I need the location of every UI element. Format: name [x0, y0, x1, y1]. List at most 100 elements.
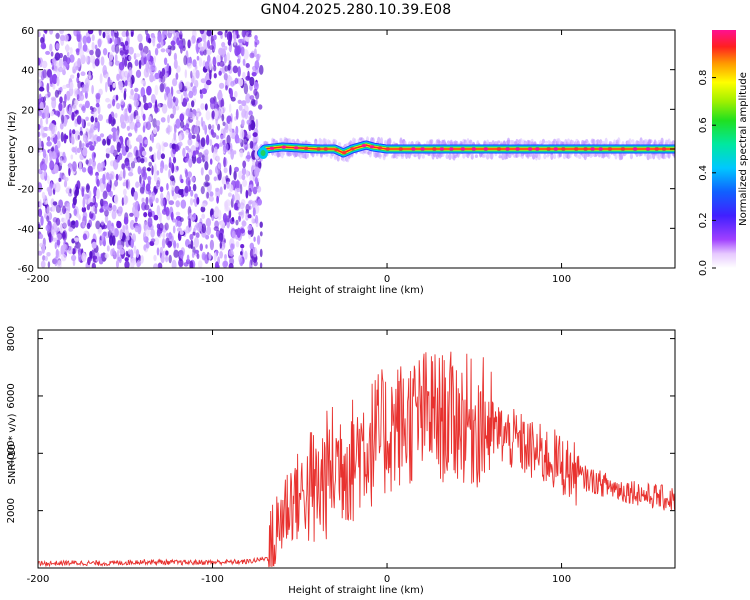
- noise-blob: [203, 181, 209, 188]
- noise-blob: [51, 151, 57, 160]
- noise-blob: [237, 58, 241, 64]
- signal-bead: [527, 147, 533, 151]
- noise-blob: [127, 166, 131, 171]
- noise-blob: [77, 57, 81, 68]
- noise-blob: [200, 103, 205, 110]
- noise-blob: [164, 72, 168, 79]
- noise-blob: [204, 155, 208, 161]
- noise-blob: [82, 147, 88, 157]
- signal-bead: [334, 148, 339, 152]
- noise-blob: [72, 69, 76, 74]
- signal-halo: [614, 151, 618, 160]
- noise-blob: [150, 33, 155, 38]
- noise-blob: [249, 52, 255, 59]
- noise-blob: [175, 105, 180, 111]
- noise-blob: [45, 50, 51, 55]
- noise-blob: [204, 174, 210, 182]
- noise-blob: [44, 30, 48, 35]
- noise-blob: [126, 235, 130, 241]
- noise-blob: [256, 53, 260, 62]
- noise-blob: [53, 164, 59, 174]
- signal-halo: [516, 153, 520, 158]
- noise-blob: [220, 47, 225, 55]
- noise-blob: [42, 133, 48, 138]
- noise-blob: [109, 79, 113, 86]
- noise-blob: [227, 192, 232, 197]
- signal-halo: [566, 138, 571, 145]
- noise-blob: [60, 253, 67, 262]
- noise-blob: [218, 232, 224, 243]
- noise-blob: [252, 207, 256, 217]
- noise-blob: [179, 217, 184, 222]
- noise-blob: [115, 173, 119, 181]
- noise-blob: [241, 119, 245, 127]
- noise-blob: [134, 87, 139, 93]
- noise-blob: [200, 93, 204, 99]
- noise-blob: [119, 114, 125, 125]
- noise-blob: [167, 45, 172, 50]
- noise-blob: [97, 114, 103, 122]
- noise-blob: [191, 100, 195, 108]
- noise-blob: [81, 167, 87, 173]
- noise-blob: [60, 131, 64, 143]
- noise-blob: [81, 187, 85, 197]
- noise-blob: [94, 251, 100, 263]
- noise-blob: [238, 78, 244, 87]
- noise-blob: [215, 135, 220, 140]
- noise-blob: [213, 65, 217, 72]
- noise-blob: [201, 88, 207, 95]
- noise-blob: [101, 233, 104, 242]
- noise-blob: [219, 251, 224, 259]
- noise-blob: [112, 118, 116, 125]
- noise-blob: [235, 108, 239, 120]
- signal-halo: [505, 152, 509, 160]
- noise-blob: [47, 175, 50, 184]
- noise-blob: [58, 102, 63, 112]
- noise-blob: [223, 183, 227, 190]
- signal-halo: [474, 154, 478, 159]
- noise-blob: [62, 84, 67, 90]
- snr-ytick-label: 4000: [6, 441, 17, 466]
- noise-blob: [76, 30, 81, 35]
- signal-bead: [515, 147, 520, 151]
- noise-blob: [88, 141, 93, 146]
- noise-blob: [206, 30, 212, 37]
- noise-blob: [108, 203, 113, 208]
- noise-blob: [59, 30, 65, 35]
- noise-blob: [156, 223, 160, 229]
- signal-bead: [304, 146, 309, 150]
- noise-blob: [39, 101, 44, 112]
- signal-halo: [571, 140, 575, 144]
- noise-blob: [190, 70, 193, 79]
- noise-blob: [195, 120, 201, 127]
- noise-blob: [204, 161, 209, 171]
- noise-blob: [218, 82, 225, 89]
- noise-blob: [56, 76, 60, 87]
- noise-blob: [188, 90, 194, 99]
- noise-blob: [129, 95, 134, 100]
- noise-blob: [142, 125, 146, 133]
- signal-halo: [561, 141, 565, 146]
- noise-blob: [91, 159, 96, 170]
- noise-blob: [168, 232, 173, 240]
- noise-blob: [226, 206, 231, 212]
- noise-blob: [112, 159, 119, 170]
- signal-bead: [377, 146, 383, 150]
- signal-halo: [592, 138, 596, 145]
- noise-blob: [59, 96, 63, 104]
- noise-blob: [90, 204, 94, 214]
- noise-blob: [123, 188, 127, 196]
- noise-blob: [153, 152, 157, 162]
- noise-blob: [248, 199, 254, 204]
- noise-blob: [91, 262, 96, 268]
- noise-blob: [86, 204, 91, 211]
- noise-blob: [54, 144, 59, 154]
- noise-blob: [238, 170, 243, 180]
- noise-blob: [217, 91, 223, 101]
- noise-blob: [173, 52, 177, 62]
- noise-blob: [125, 224, 129, 231]
- noise-blob: [82, 211, 88, 220]
- noise-blob: [68, 227, 74, 232]
- noise-blob: [255, 99, 258, 105]
